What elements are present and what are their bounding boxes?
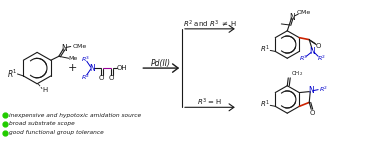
Text: OMe: OMe xyxy=(73,44,87,49)
Text: $R^1$: $R^1$ xyxy=(7,68,18,80)
Text: O: O xyxy=(99,75,104,81)
Text: O: O xyxy=(310,110,315,116)
Text: $R^3$: $R^3$ xyxy=(81,55,90,64)
Text: H: H xyxy=(42,87,48,93)
Text: $R^3$ = H: $R^3$ = H xyxy=(197,97,223,108)
Text: Pd(II): Pd(II) xyxy=(151,59,171,68)
Text: $R^1$: $R^1$ xyxy=(260,99,270,110)
Text: N: N xyxy=(308,86,314,95)
Text: OH: OH xyxy=(116,65,127,71)
Text: $R^1$: $R^1$ xyxy=(260,44,270,55)
Text: N: N xyxy=(89,64,94,73)
Text: $R^3$: $R^3$ xyxy=(299,54,308,63)
Text: $R^2$: $R^2$ xyxy=(317,54,326,63)
Text: $\mathrm{CH_2}$: $\mathrm{CH_2}$ xyxy=(291,70,304,78)
Text: broad substrate scope: broad substrate scope xyxy=(9,122,75,126)
Text: N: N xyxy=(61,44,67,53)
Text: N: N xyxy=(290,13,295,22)
Text: O: O xyxy=(109,75,114,81)
Text: good functional group tolerance: good functional group tolerance xyxy=(9,130,104,135)
Text: $R^2$: $R^2$ xyxy=(81,72,90,82)
Text: $R^2$ and $R^3$ $\neq$ H: $R^2$ and $R^3$ $\neq$ H xyxy=(183,18,237,30)
Text: $R^2$: $R^2$ xyxy=(319,85,328,94)
Text: O: O xyxy=(316,42,321,49)
Text: Me: Me xyxy=(68,56,77,61)
Text: N: N xyxy=(309,47,315,56)
Text: inexpensive and hypotoxic amidation source: inexpensive and hypotoxic amidation sour… xyxy=(9,113,141,118)
Text: +: + xyxy=(68,63,77,73)
Text: OMe: OMe xyxy=(297,10,311,15)
